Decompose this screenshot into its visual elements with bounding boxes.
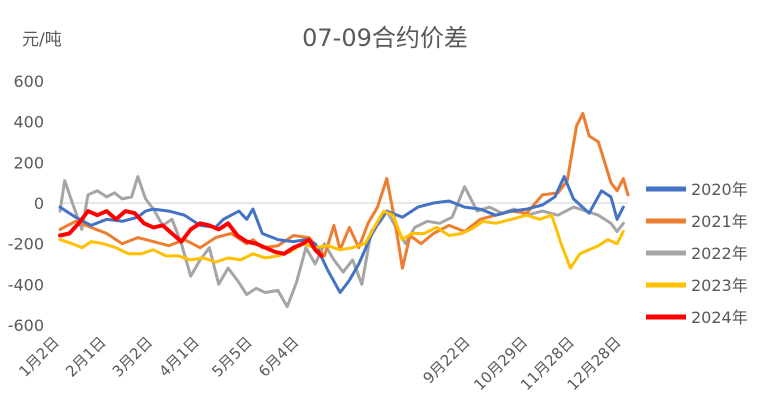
legend-label: 2022年 [691, 244, 748, 263]
legend-label: 2020年 [691, 180, 748, 199]
x-tick-label: 2月1日 [62, 333, 109, 380]
series-line-2024年 [58, 209, 324, 258]
y-tick-label: 200 [13, 153, 44, 172]
legend-label: 2023年 [691, 276, 748, 295]
series-line-2023年 [58, 209, 625, 270]
x-tick-label: 1月2日 [15, 333, 62, 380]
y-axis-label: 元/吨 [22, 30, 62, 50]
y-tick-label: -600 [8, 316, 44, 335]
y-axis-ticks: 600 400 200 0 -200 -400 -600 [8, 72, 44, 335]
x-tick-label: 4月1日 [155, 333, 202, 380]
series-line-2021年 [58, 112, 630, 270]
y-tick-label: 0 [34, 194, 44, 213]
legend-label: 2021年 [691, 212, 748, 231]
legend: 2020年 2021年 2022年 2023年 2024年 [646, 180, 748, 327]
x-tick-label: 5月5日 [208, 333, 255, 380]
series-lines [58, 112, 630, 309]
y-tick-label: -200 [8, 235, 44, 254]
x-axis-ticks: 1月2日 2月1日 3月2日 4月1日 5月5日 6月4日 9月22日10月29日11月28… [15, 333, 624, 394]
chart-title: 07-09合约价差 [302, 24, 468, 52]
x-tick-label: 6月4日 [255, 333, 302, 380]
series-line-2020年 [58, 175, 625, 294]
y-tick-label: -400 [8, 275, 44, 294]
legend-label: 2024年 [691, 308, 748, 327]
y-tick-label: 400 [13, 113, 44, 132]
y-tick-label: 600 [13, 72, 44, 91]
x-tick-label: 9月22日 [419, 333, 473, 387]
x-tick-label: 3月2日 [109, 333, 156, 380]
series-line-2022年 [58, 175, 625, 309]
